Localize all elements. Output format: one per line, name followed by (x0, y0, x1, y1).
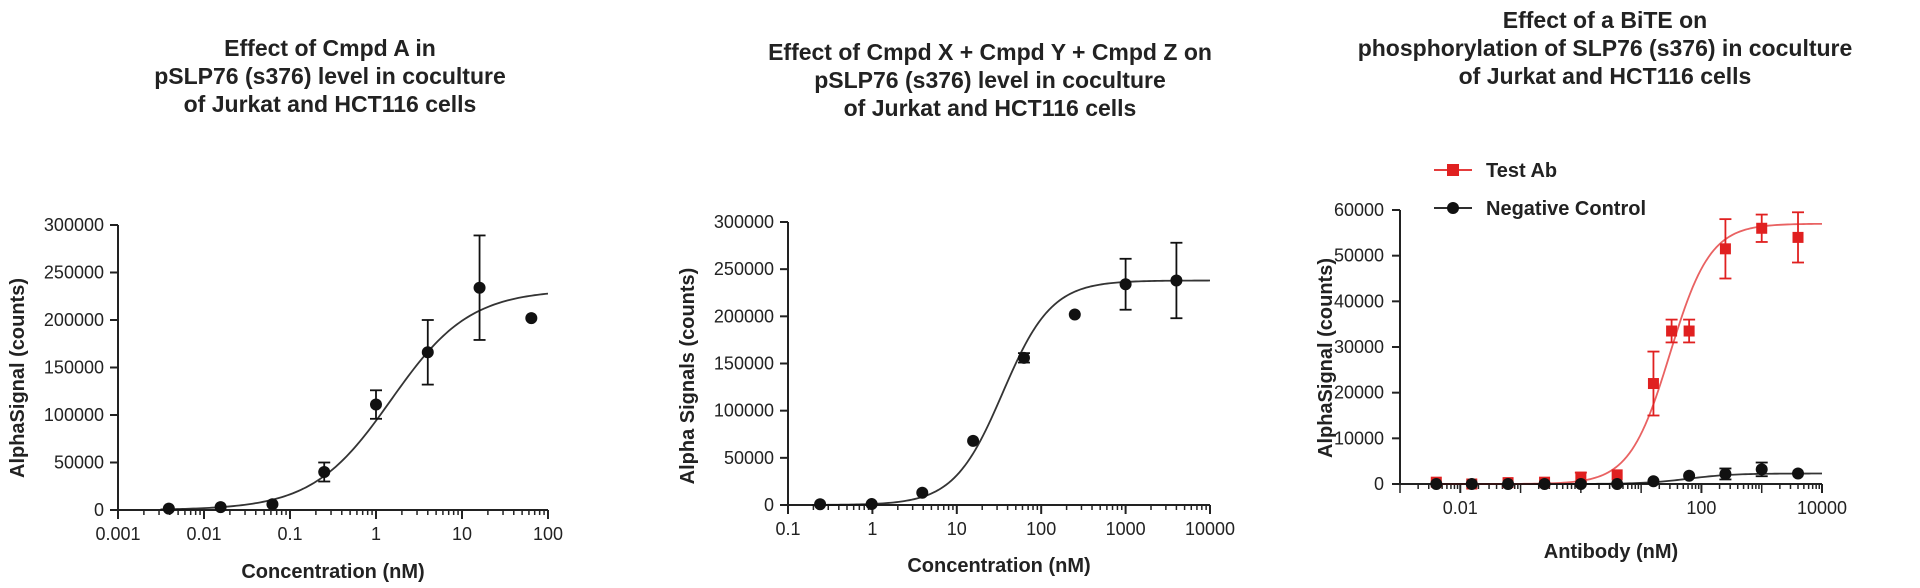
data-point (814, 498, 827, 511)
y-tick-label: 0 (94, 500, 104, 520)
data-point (1017, 351, 1030, 364)
y-tick-label: 250000 (44, 263, 104, 283)
chart-bite: 0 10000 20000 30000 40000 50000 60000 0.01 100 10… (1315, 160, 1847, 563)
x-tick-label: 0.01 (1443, 498, 1478, 518)
data-point (967, 434, 980, 447)
data-point (1068, 308, 1081, 321)
x-tick-label: 100 (533, 524, 563, 544)
data-point (162, 502, 175, 515)
x-tick-label: 1 (371, 524, 381, 544)
data-point (865, 498, 878, 511)
y-tick-label: 200000 (44, 310, 104, 330)
x-tick-label: 1000 (1106, 519, 1146, 539)
data-point (214, 501, 227, 514)
y-tick-label: 60000 (1334, 200, 1384, 220)
y-tick-label: 50000 (724, 448, 774, 468)
data-point (1756, 222, 1768, 234)
y-tick-label: 20000 (1334, 383, 1384, 403)
x-tick-label: 10000 (1797, 498, 1847, 518)
y-tick-label: 0 (1374, 474, 1384, 494)
x-tick-label: 0.01 (186, 524, 221, 544)
x-tick-label: 1 (867, 519, 877, 539)
chart-2-title: Effect of Cmpd X + Cmpd Y + Cmpd Z on pS… (768, 39, 1212, 121)
y-tick-label: 100000 (44, 405, 104, 425)
data-point (1792, 467, 1805, 480)
chart-cmpd-xyz: 0 50000 100000 150000 200000 250000 300000 0.1 1… (677, 212, 1235, 577)
fit-curve (1430, 222, 1823, 485)
data-point (1465, 478, 1478, 490)
data-point (1792, 231, 1804, 243)
y-axis-label: AlphaSignal (counts) (1315, 258, 1337, 458)
legend-marker (1447, 164, 1459, 176)
y-tick-label: 150000 (44, 358, 104, 378)
data-point (1575, 471, 1587, 483)
x-tick-label: 0.001 (95, 524, 140, 544)
y-tick-label: 300000 (714, 212, 774, 232)
data-point (1683, 325, 1695, 337)
fit-curve (811, 279, 1211, 506)
chart-3-title: Effect of a BiTE on phosphorylation of S… (1357, 7, 1853, 89)
x-axis-label: Concentration (nM) (241, 561, 424, 583)
y-tick-label: 50000 (54, 453, 104, 473)
data-point (1647, 475, 1660, 488)
y-tick-label: 30000 (1334, 337, 1384, 357)
x-tick-label: 0.1 (277, 524, 302, 544)
data-point (1666, 325, 1678, 337)
data-point (1719, 467, 1732, 480)
data-point (525, 312, 538, 325)
data-point (421, 346, 434, 359)
data-point (1719, 243, 1731, 255)
x-axis-label: Antibody (nM) (1544, 541, 1678, 563)
x-tick-label: 10000 (1185, 519, 1235, 539)
data-point (1502, 478, 1515, 490)
y-tick-label: 40000 (1334, 291, 1384, 311)
chart-cmpd-a: 0 50000 100000 150000 200000 250000 300000 0.00… (7, 215, 563, 583)
x-tick-label: 10 (452, 524, 472, 544)
y-tick-label: 150000 (714, 354, 774, 374)
data-point (1170, 274, 1183, 287)
legend-label: Negative Control (1486, 198, 1646, 220)
data-point (1119, 278, 1132, 291)
x-tick-label: 100 (1686, 498, 1716, 518)
x-axis-label: Concentration (nM) (907, 555, 1090, 577)
data-point (473, 281, 486, 294)
data-point (1647, 378, 1659, 390)
data-point (1538, 478, 1551, 490)
y-tick-label: 100000 (714, 401, 774, 421)
y-axis-label: AlphaSignal (counts) (7, 278, 29, 478)
data-point (1611, 478, 1624, 490)
data-point (318, 466, 331, 478)
x-tick-label: 10 (947, 519, 967, 539)
y-tick-label: 10000 (1334, 428, 1384, 448)
data-point (1574, 478, 1587, 490)
y-axis-label: Alpha Signals (counts) (677, 268, 699, 485)
legend-marker (1447, 202, 1459, 214)
y-tick-label: 50000 (1334, 246, 1384, 266)
data-point (1611, 469, 1623, 481)
fit-curve (1430, 472, 1822, 485)
fit-curve (160, 292, 549, 511)
legend-label: Test Ab (1486, 160, 1557, 182)
data-point (1430, 478, 1443, 490)
data-point (916, 486, 929, 499)
x-tick-label: 0.1 (775, 519, 800, 539)
data-point (266, 498, 279, 511)
y-tick-label: 0 (764, 495, 774, 515)
data-point (370, 398, 382, 411)
y-tick-label: 200000 (714, 306, 774, 326)
x-tick-label: 100 (1026, 519, 1056, 539)
data-point (1683, 469, 1696, 482)
chart-1-title: Effect of Cmpd A in pSLP76 (s376) level … (154, 35, 506, 117)
y-tick-label: 250000 (714, 259, 774, 279)
data-point (1755, 463, 1768, 476)
y-tick-label: 300000 (44, 215, 104, 235)
